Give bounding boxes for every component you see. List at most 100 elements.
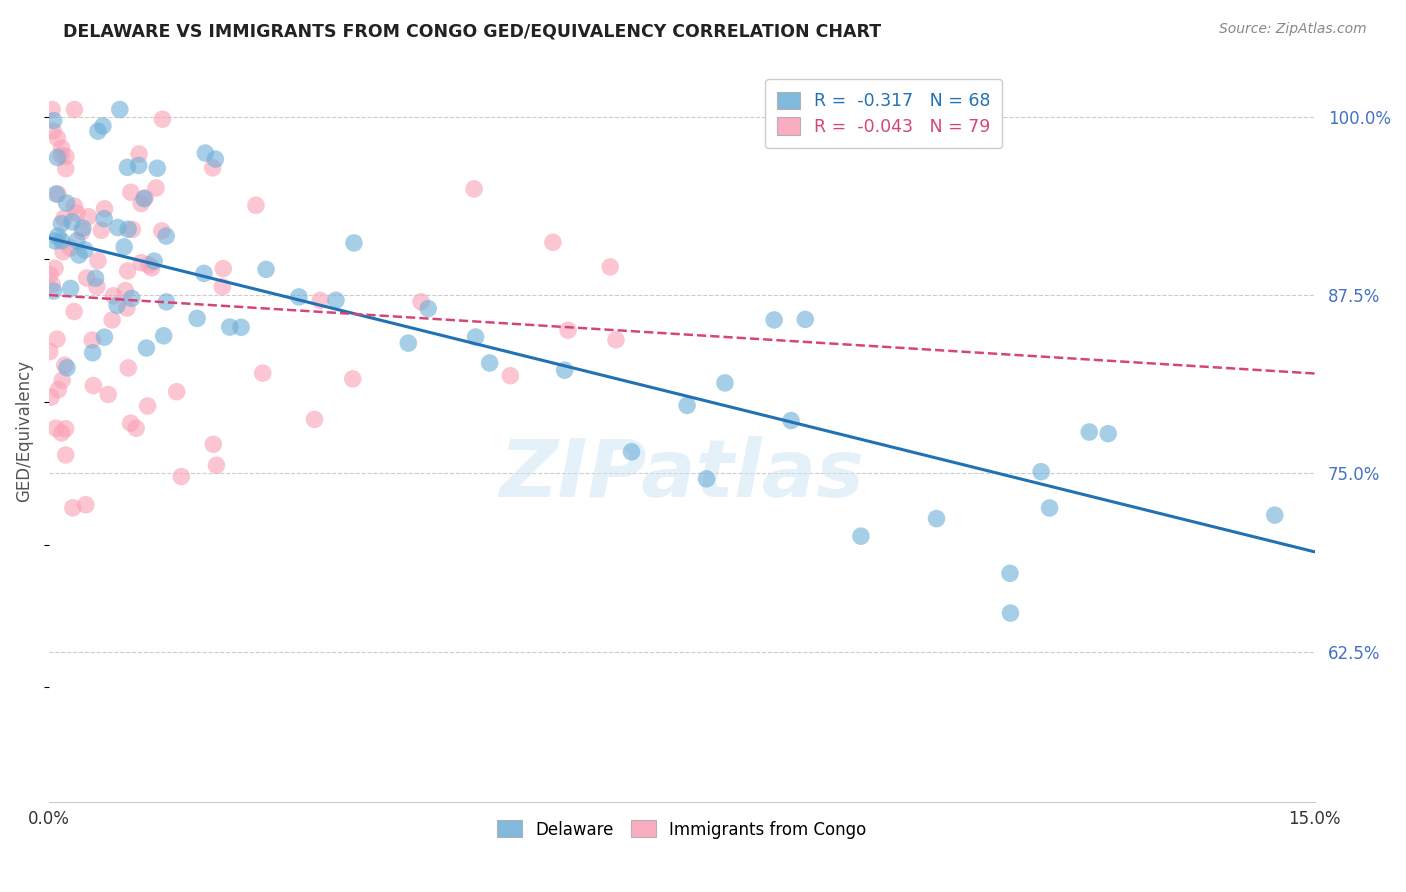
Point xyxy=(101,313,124,327)
Point xyxy=(42,284,65,298)
Point xyxy=(463,182,485,196)
Point xyxy=(418,301,440,316)
Point xyxy=(97,387,120,401)
Point xyxy=(73,243,96,257)
Point xyxy=(77,210,100,224)
Point xyxy=(134,191,156,205)
Point xyxy=(55,161,77,176)
Point xyxy=(55,196,77,211)
Point xyxy=(120,416,142,430)
Point xyxy=(499,368,522,383)
Point xyxy=(146,161,169,176)
Point xyxy=(170,469,193,483)
Point xyxy=(205,458,228,473)
Point xyxy=(107,220,129,235)
Point xyxy=(325,293,347,308)
Point xyxy=(155,229,177,244)
Point xyxy=(44,234,66,248)
Point xyxy=(87,124,110,138)
Point xyxy=(108,103,131,117)
Point xyxy=(1000,606,1022,620)
Point xyxy=(51,141,73,155)
Point xyxy=(125,421,148,435)
Point xyxy=(141,260,163,275)
Point xyxy=(75,498,97,512)
Point xyxy=(46,332,69,346)
Point xyxy=(41,103,63,117)
Point xyxy=(76,271,98,285)
Point xyxy=(55,422,77,436)
Point xyxy=(128,159,150,173)
Point xyxy=(112,240,135,254)
Point xyxy=(620,445,643,459)
Point xyxy=(87,253,110,268)
Point xyxy=(117,264,139,278)
Point xyxy=(212,261,235,276)
Point xyxy=(91,119,114,133)
Point xyxy=(105,298,128,312)
Point xyxy=(194,146,217,161)
Point xyxy=(132,192,155,206)
Point xyxy=(41,277,63,292)
Point xyxy=(396,336,419,351)
Point xyxy=(605,333,627,347)
Point xyxy=(84,271,107,285)
Point xyxy=(478,356,501,370)
Point xyxy=(63,199,86,213)
Point xyxy=(288,290,311,304)
Point xyxy=(55,448,77,462)
Point xyxy=(59,281,82,295)
Point xyxy=(129,196,152,211)
Point xyxy=(201,161,224,175)
Point xyxy=(128,147,150,161)
Point xyxy=(152,112,174,127)
Point xyxy=(231,320,253,334)
Point xyxy=(67,248,90,262)
Point xyxy=(304,412,326,426)
Point xyxy=(51,425,73,440)
Legend: Delaware, Immigrants from Congo: Delaware, Immigrants from Congo xyxy=(491,814,873,846)
Point xyxy=(599,260,621,274)
Point xyxy=(46,151,69,165)
Text: Source: ZipAtlas.com: Source: ZipAtlas.com xyxy=(1219,22,1367,37)
Point xyxy=(696,472,718,486)
Point xyxy=(166,384,188,399)
Point xyxy=(86,279,108,293)
Point xyxy=(193,266,215,280)
Y-axis label: GED/Equivalency: GED/Equivalency xyxy=(15,359,32,501)
Point xyxy=(1264,508,1286,522)
Point xyxy=(554,363,576,377)
Point xyxy=(138,258,160,272)
Point xyxy=(70,225,93,239)
Point xyxy=(120,186,142,200)
Point xyxy=(66,206,89,220)
Point xyxy=(150,224,173,238)
Point xyxy=(82,378,104,392)
Point xyxy=(143,254,166,268)
Point xyxy=(343,235,366,250)
Point xyxy=(93,211,115,226)
Point xyxy=(794,312,817,326)
Point xyxy=(44,261,66,276)
Point xyxy=(714,376,737,390)
Point xyxy=(136,399,159,413)
Point xyxy=(66,234,89,248)
Point xyxy=(152,328,174,343)
Point xyxy=(103,289,125,303)
Text: ZIPatlas: ZIPatlas xyxy=(499,436,865,514)
Point xyxy=(117,161,139,175)
Point xyxy=(114,284,136,298)
Point xyxy=(46,187,69,202)
Text: DELAWARE VS IMMIGRANTS FROM CONGO GED/EQUIVALENCY CORRELATION CHART: DELAWARE VS IMMIGRANTS FROM CONGO GED/EQ… xyxy=(63,22,882,40)
Point xyxy=(63,103,86,117)
Point xyxy=(38,268,60,282)
Point xyxy=(51,217,73,231)
Point xyxy=(62,500,84,515)
Point xyxy=(59,241,82,255)
Point xyxy=(51,373,73,387)
Point xyxy=(53,358,76,372)
Point xyxy=(51,148,73,162)
Point xyxy=(204,152,226,166)
Point xyxy=(82,345,104,359)
Point xyxy=(1039,500,1062,515)
